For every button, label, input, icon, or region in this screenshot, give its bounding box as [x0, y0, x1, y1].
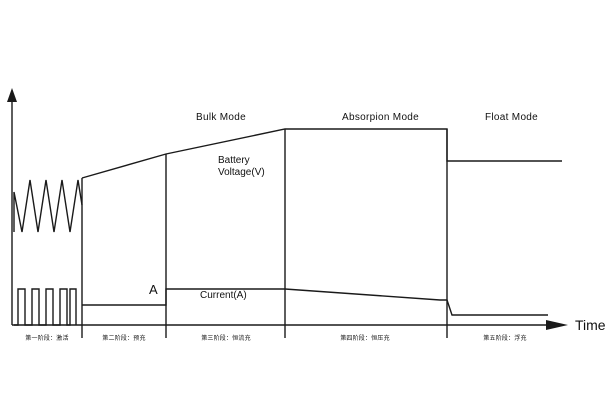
phase-label-constant-current: 第三阶段：恒流充: [201, 336, 251, 342]
point-a-label: A: [149, 282, 158, 297]
y-axis-arrowhead: [7, 88, 17, 102]
battery-voltage-curve: [81, 128, 562, 179]
activation-current-pulses: [14, 288, 77, 326]
activation-voltage-zigzag: [13, 179, 83, 233]
float-mode-label: Float Mode: [485, 112, 539, 123]
battery-voltage-label-line2: Voltage(V): [218, 167, 265, 178]
phase-label-activation: 第一阶段：激活: [25, 336, 69, 342]
phase-label-constant-voltage: 第四阶段：恒压充: [340, 336, 390, 342]
bulk-mode-label: Bulk Mode: [196, 112, 246, 123]
charging-current-curve: [82, 288, 548, 316]
phase-label-precharge: 第二阶段：预充: [102, 336, 146, 342]
x-axis-arrowhead: [546, 320, 568, 330]
battery-voltage-label-line1: Battery: [218, 155, 250, 166]
phase-label-float: 第五阶段：浮充: [483, 336, 527, 342]
absorption-mode-label: Absorpion Mode: [342, 112, 420, 123]
x-axis-label: Time: [575, 317, 606, 333]
current-label: Current(A): [200, 290, 247, 301]
